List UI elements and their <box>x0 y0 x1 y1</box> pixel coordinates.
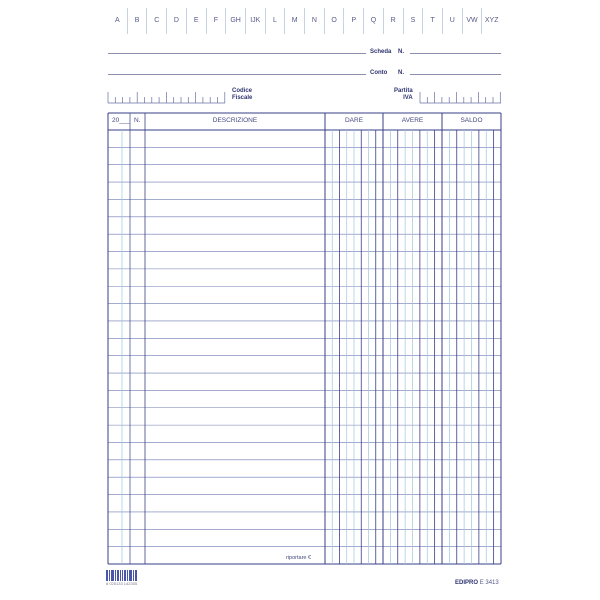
index-letter: F <box>207 8 227 34</box>
scheda-number-line <box>410 53 501 54</box>
barcode-bar <box>120 570 121 581</box>
barcode-bar <box>135 570 137 581</box>
index-letter: IJK <box>246 8 266 34</box>
carry-forward-label: riportare € <box>286 555 312 561</box>
conto-number-line <box>410 74 501 75</box>
fiscale-label: Fiscale <box>232 95 253 101</box>
barcode-bar <box>106 570 108 581</box>
scheda-label: Scheda <box>370 49 392 55</box>
index-letter: L <box>266 8 286 34</box>
barcode-bar <box>127 570 128 581</box>
barcode-bar <box>133 570 134 581</box>
codice-label: Codice <box>232 88 253 94</box>
name-line <box>108 53 366 54</box>
index-letter: Q <box>364 8 384 34</box>
barcode-bar <box>129 570 132 581</box>
alphabet-index: A B C D E F GH IJK L M N O P Q R S T U VW XYZ <box>108 8 501 34</box>
index-letter: U <box>443 8 463 34</box>
index-letter: GH <box>226 8 246 34</box>
partita-label: Partita <box>394 88 413 94</box>
index-letter: O <box>325 8 345 34</box>
address-line <box>108 74 366 75</box>
partita-iva-label: Partita IVA <box>394 88 413 102</box>
index-letter: T <box>423 8 443 34</box>
index-letter: E <box>187 8 207 34</box>
barcode-bar <box>122 570 123 581</box>
index-letter: VW <box>463 8 483 34</box>
barcode: 8 025133 142305 <box>106 570 166 588</box>
conto-number-label: N. <box>398 70 404 76</box>
barcode-bar <box>111 570 114 581</box>
number-header: N. <box>134 117 141 124</box>
iva-label: IVA <box>403 95 413 101</box>
conto-label: Conto <box>370 70 388 76</box>
index-letter: S <box>404 8 424 34</box>
index-letter: A <box>108 8 128 34</box>
index-letter: B <box>128 8 148 34</box>
index-letter: N <box>305 8 325 34</box>
product-number: E 3413 <box>479 580 499 586</box>
barcode-bar <box>109 570 110 581</box>
index-letter: P <box>344 8 365 34</box>
scheda-number-label: N. <box>398 49 404 55</box>
index-letter: D <box>167 8 187 34</box>
barcode-bar <box>124 570 126 581</box>
index-letter: M <box>285 8 306 34</box>
balance-header: SALDO <box>460 117 483 124</box>
brand-logo: EDIPRO <box>455 580 479 586</box>
product-code: EDIPRO E 3413 <box>455 580 499 586</box>
index-letter: XYZ <box>484 17 499 24</box>
year-header: 20___ <box>112 117 131 124</box>
debit-header: DARE <box>344 117 364 124</box>
index-letter: C <box>147 8 168 34</box>
barcode-bar <box>115 570 116 581</box>
barcode-digits: 8 025133 142305 <box>106 581 138 586</box>
index-letter: R <box>384 8 404 34</box>
barcode-bar <box>117 570 119 581</box>
credit-header: AVERE <box>401 117 424 124</box>
codice-fiscale-label: Codice Fiscale <box>232 88 252 102</box>
description-header: DESCRIZIONE <box>212 117 258 124</box>
